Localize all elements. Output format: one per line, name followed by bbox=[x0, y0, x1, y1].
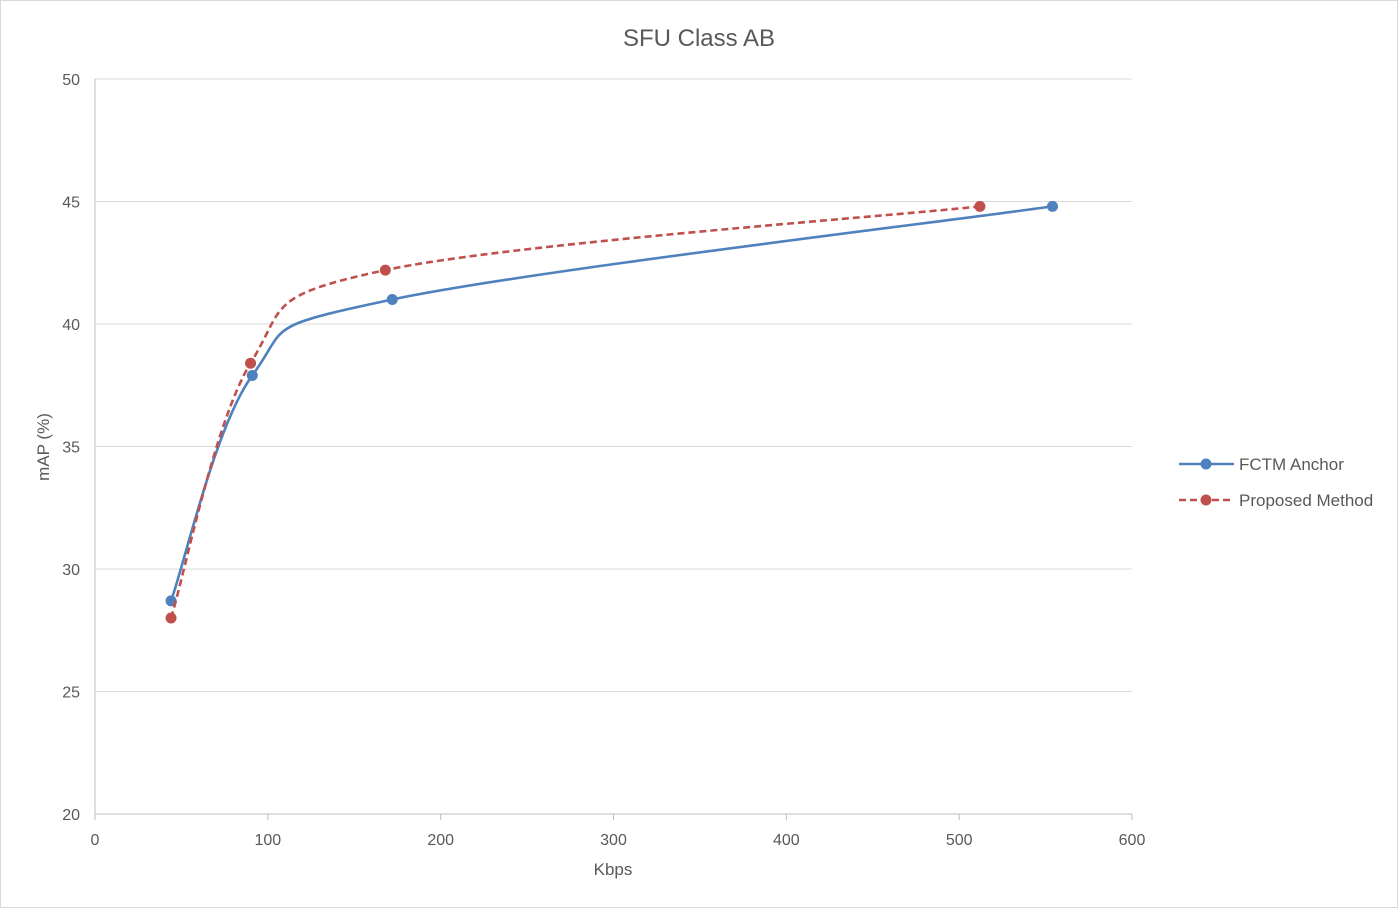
series-line bbox=[169, 205, 1053, 602]
chart-title: SFU Class AB bbox=[623, 25, 775, 52]
x-tick-label: 100 bbox=[254, 832, 281, 849]
series-line bbox=[169, 205, 981, 619]
gridlines bbox=[95, 78, 1132, 692]
series-group bbox=[165, 200, 1058, 624]
series-1 bbox=[165, 200, 1058, 607]
y-tick-label: 25 bbox=[62, 685, 80, 702]
x-tick-label: 300 bbox=[600, 832, 627, 849]
y-tick-labels: 20 25 30 35 40 45 50 bbox=[62, 72, 80, 824]
axes bbox=[94, 79, 1133, 820]
y-tick-label: 20 bbox=[62, 807, 80, 824]
data-point bbox=[974, 200, 986, 212]
y-tick-label: 40 bbox=[62, 317, 80, 334]
legend-item: FCTM Anchor bbox=[1179, 455, 1344, 474]
x-tick-labels: 0 100 200 300 400 500 600 bbox=[91, 832, 1146, 849]
x-tick-label: 500 bbox=[946, 832, 973, 849]
x-tick-label: 200 bbox=[427, 832, 454, 849]
y-tick-label: 45 bbox=[62, 195, 80, 212]
legend-label: Proposed Method bbox=[1239, 491, 1373, 510]
y-tick-label: 35 bbox=[62, 440, 80, 457]
y-tick-label: 30 bbox=[62, 562, 80, 579]
data-point bbox=[246, 369, 258, 381]
series-2 bbox=[165, 200, 986, 624]
x-tick-label: 400 bbox=[773, 832, 800, 849]
data-point bbox=[1046, 200, 1058, 212]
legend-label: FCTM Anchor bbox=[1239, 455, 1344, 474]
x-tick-label: 0 bbox=[91, 832, 100, 849]
data-point bbox=[165, 612, 177, 624]
x-axis-label: Kbps bbox=[594, 860, 633, 879]
data-point bbox=[379, 264, 391, 276]
legend-item: Proposed Method bbox=[1179, 491, 1373, 510]
data-point bbox=[245, 357, 257, 369]
legend: FCTM Anchor Proposed Method bbox=[1179, 455, 1373, 510]
y-tick-label: 50 bbox=[62, 72, 80, 89]
legend-swatch-marker bbox=[1200, 458, 1212, 470]
y-axis-label: mAP (%) bbox=[34, 413, 53, 481]
x-tick-label: 600 bbox=[1119, 832, 1146, 849]
data-point bbox=[386, 294, 398, 305]
legend-swatch-marker bbox=[1200, 494, 1212, 506]
